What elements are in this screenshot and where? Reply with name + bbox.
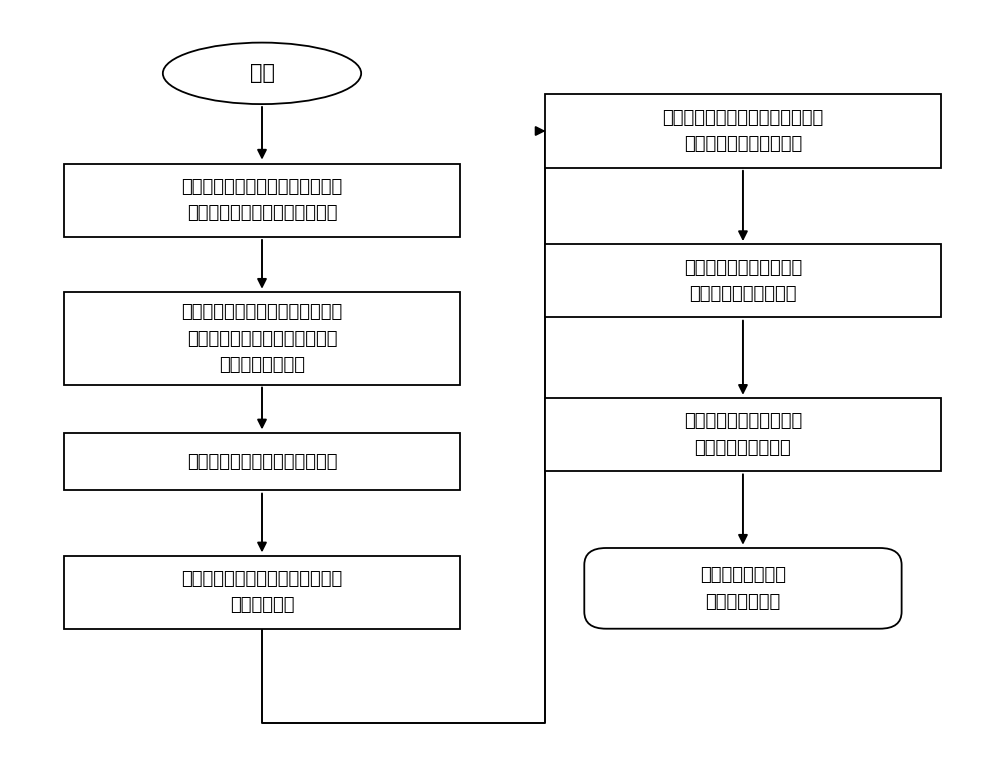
Bar xyxy=(64,433,460,490)
Bar xyxy=(545,95,941,168)
Text: 利用伯恩斯坦函数确定局部坐标系
下的参数方程: 利用伯恩斯坦函数确定局部坐标系 下的参数方程 xyxy=(181,570,343,615)
Text: 有限元建模，设置优化算
法参数并有限元分析: 有限元建模，设置优化算 法参数并有限元分析 xyxy=(684,413,802,457)
Text: 样条插值函数初步确定流道轨迹: 样条插值函数初步确定流道轨迹 xyxy=(187,452,337,471)
Bar xyxy=(545,245,941,317)
Text: 进一步由伯恩斯坦函数确定全局坐
标系下的横截面参数方程: 进一步由伯恩斯坦函数确定全局坐 标系下的横截面参数方程 xyxy=(662,109,824,153)
Bar xyxy=(545,398,941,471)
Text: 确定散热器边界参数：几何尺寸参
数，传热属性参数，流动属性参
数，材料属性参数: 确定散热器边界参数：几何尺寸参 数，传热属性参数，流动属性参 数，材料属性参数 xyxy=(181,303,343,374)
Text: 开始: 开始 xyxy=(250,64,275,83)
Bar xyxy=(64,292,460,385)
Bar xyxy=(64,164,460,237)
FancyBboxPatch shape xyxy=(584,548,902,629)
Text: 建立形状优化准则，对设
计变量进行单位化处理: 建立形状优化准则，对设 计变量进行单位化处理 xyxy=(684,259,802,303)
Bar xyxy=(64,556,460,629)
Ellipse shape xyxy=(163,43,361,104)
Text: 获得最佳流道轨迹
分布，输出结果: 获得最佳流道轨迹 分布，输出结果 xyxy=(700,566,786,611)
Text: 确定功率器件的表面热流密度、散
热器外形尺寸参数、出入口位置: 确定功率器件的表面热流密度、散 热器外形尺寸参数、出入口位置 xyxy=(181,178,343,222)
